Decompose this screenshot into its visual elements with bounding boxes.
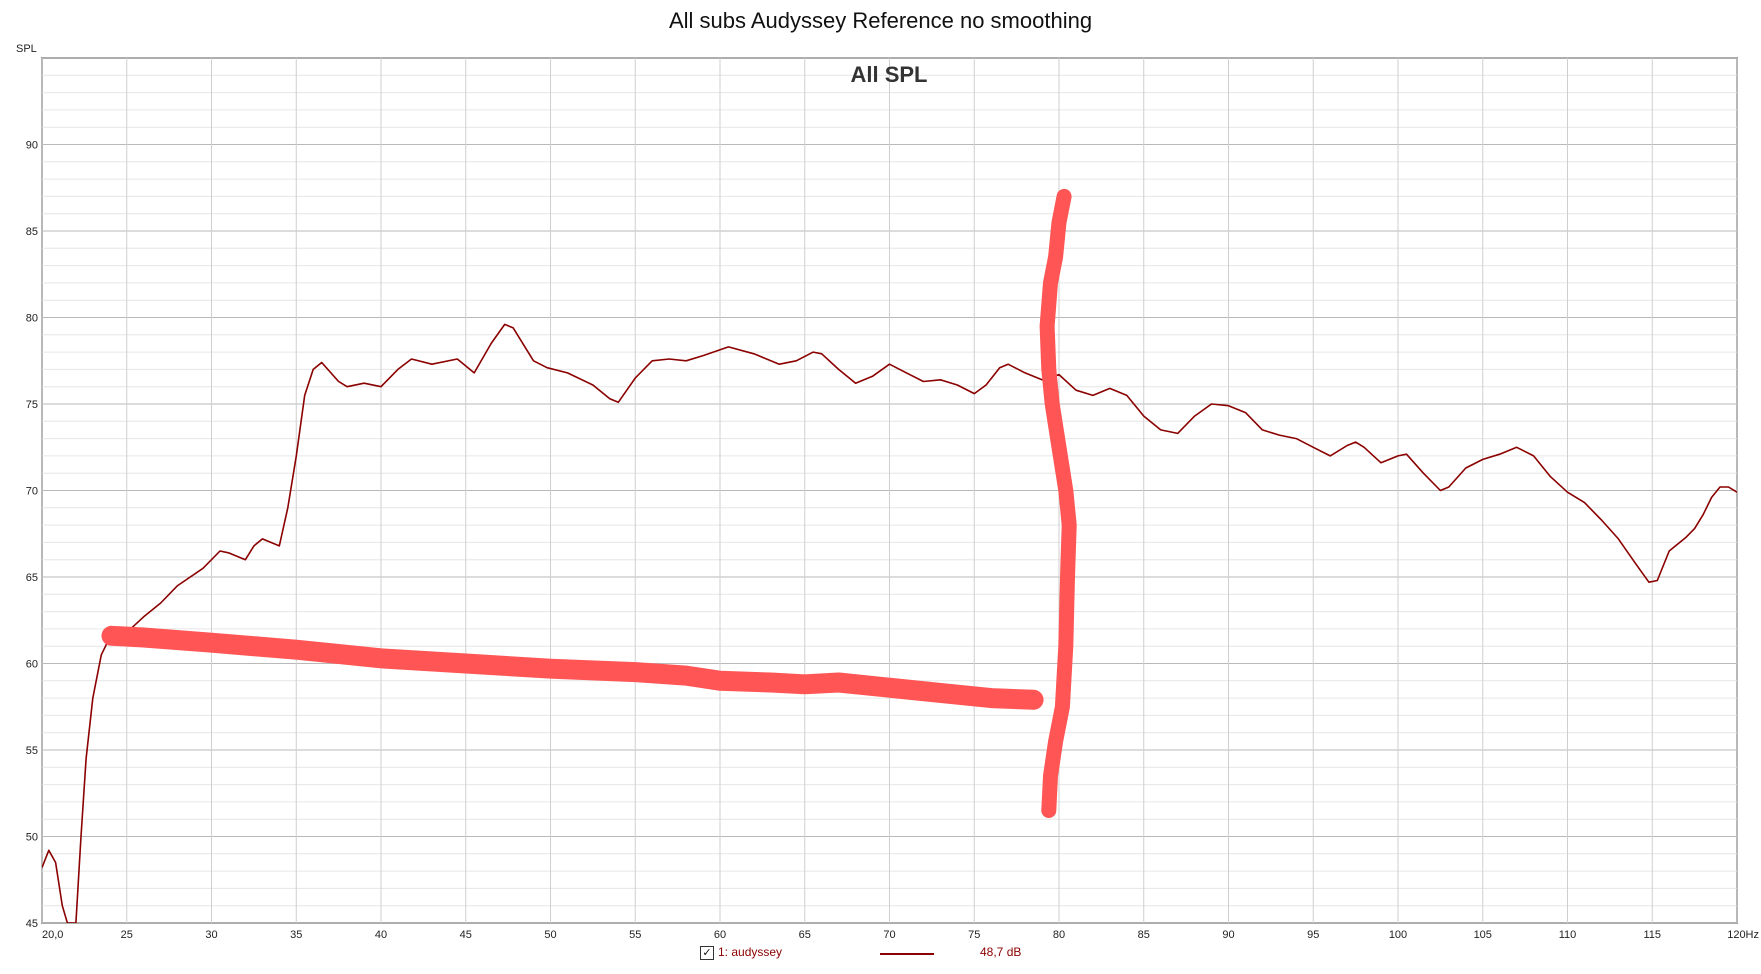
y-tick-label: 50 (26, 832, 38, 844)
y-tick-label: 85 (26, 226, 38, 238)
major-grid (41, 57, 1738, 924)
x-tick-label: 110 (1559, 929, 1577, 941)
y-tick-label: 80 (26, 313, 38, 325)
legend-checkbox[interactable]: ✓ (700, 946, 714, 960)
x-tick-label: 90 (1222, 929, 1234, 941)
x-tick-label: 45 (460, 929, 472, 941)
legend-series-name: 1: audyssey (718, 945, 783, 959)
y-tick-labels: 45 50 55 60 65 70 75 80 85 90 (26, 140, 38, 931)
y-tick-label: 60 (26, 659, 38, 671)
y-tick-label: 75 (26, 399, 38, 411)
plot-inner-title: All SPL (850, 62, 927, 87)
x-tick-label: 70 (883, 929, 895, 941)
x-tick-label: 120Hz (1727, 929, 1759, 941)
x-tick-label: 30 (205, 929, 217, 941)
y-tick-label: 65 (26, 572, 38, 584)
x-tick-label: 50 (544, 929, 556, 941)
legend-line-swatch (880, 953, 934, 955)
x-tick-label: 95 (1307, 929, 1319, 941)
series-layer (42, 323, 1737, 923)
x-tick-label: 105 (1474, 929, 1492, 941)
x-tick-label: 100 (1389, 929, 1407, 941)
y-tick-label: 70 (26, 486, 38, 498)
x-tick-label: 35 (290, 929, 302, 941)
x-tick-label: 80 (1053, 929, 1065, 941)
x-tick-label: 115 (1643, 929, 1661, 941)
y-tick-label: 90 (26, 140, 38, 152)
annotation-layer (101, 188, 1077, 818)
x-tick-label: 55 (629, 929, 641, 941)
x-tick-labels: 20,0 25 30 35 40 45 50 55 60 65 70 75 80 85 90 95 100 105… (42, 929, 1759, 941)
annotation-horizontal-stroke (101, 625, 1044, 710)
series-line-audyssey (42, 323, 1737, 923)
y-tick-label: 45 (26, 918, 38, 930)
y-tick-label: 55 (26, 745, 38, 757)
legend-series-value: 48,7 dB (980, 945, 1022, 959)
x-tick-label: 60 (714, 929, 726, 941)
x-tick-label: 40 (375, 929, 387, 941)
x-tick-label: 25 (121, 929, 133, 941)
annotation-vertical-stroke (1039, 188, 1077, 818)
x-tick-label: 75 (968, 929, 980, 941)
x-tick-label: 20,0 (42, 929, 63, 941)
chart-title: All subs Audyssey Reference no smoothing (668, 8, 1093, 33)
y-axis-label: SPL (16, 43, 37, 55)
x-tick-label: 65 (799, 929, 811, 941)
x-tick-label: 85 (1138, 929, 1150, 941)
